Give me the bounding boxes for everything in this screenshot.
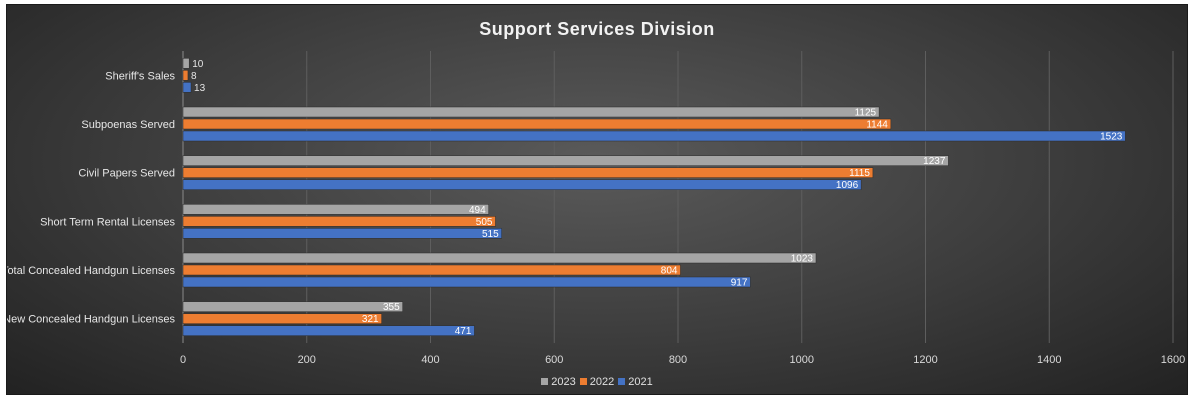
data-label: 1523: [1100, 132, 1123, 143]
legend-label: 2021: [628, 376, 653, 388]
bar-2022: [182, 167, 874, 178]
data-label: 917: [731, 278, 748, 289]
bar-2021: [182, 82, 192, 93]
data-label: 505: [476, 217, 493, 228]
category-label: Subpoenas Served: [81, 119, 175, 131]
data-label: 1096: [836, 180, 859, 191]
x-tick-label: 600: [545, 354, 563, 366]
data-label: 13: [194, 83, 206, 94]
x-tick-label: 1600: [1161, 354, 1185, 366]
x-tick-label: 1400: [1037, 354, 1061, 366]
legend-swatch: [618, 378, 626, 385]
category-label: Civil Papers Served: [78, 168, 175, 180]
legend-item-2022: 2022: [579, 376, 615, 388]
data-label: 8: [191, 71, 197, 82]
bar-2023: [182, 204, 489, 215]
bar-2023: [182, 106, 880, 118]
x-tick-label: 400: [421, 354, 439, 366]
x-tick-label: 1000: [790, 354, 814, 366]
chart-title: Support Services Division: [479, 19, 715, 39]
bar-2022: [182, 264, 681, 276]
category-label: Sheriff's Sales: [105, 70, 175, 82]
data-label: 1125: [855, 108, 877, 119]
legend-item-2021: 2021: [618, 376, 653, 388]
data-label: 804: [661, 266, 678, 277]
data-label: 1023: [791, 254, 814, 265]
data-label: 1144: [866, 120, 888, 131]
data-label: 355: [383, 302, 400, 313]
legend-swatch: [579, 378, 587, 385]
bar-2022: [182, 216, 496, 227]
bar-chart: 0 200 400 600 800 1000 1200 1400 1600 Sheriff's S…: [7, 51, 1185, 366]
data-label: 1115: [849, 168, 870, 179]
category-label: Short Term Rental Licenses: [40, 216, 175, 228]
legend-label: 2022: [589, 376, 615, 388]
bar-2022: [182, 313, 382, 324]
category-label: Total Concealed Handgun Licenses: [7, 265, 175, 277]
bar-2021: [182, 276, 751, 288]
x-tick-label: 200: [298, 354, 316, 366]
x-tick-label: 1200: [913, 354, 937, 366]
legend-label: 2023: [551, 376, 576, 388]
bar-2022: [182, 118, 892, 130]
x-tick-label: 800: [669, 354, 687, 366]
bar-2023: [182, 252, 817, 264]
data-label: 471: [455, 326, 472, 337]
data-label: 10: [192, 59, 204, 70]
legend-item-2023: 2023: [541, 376, 576, 388]
bar-2021: [182, 325, 475, 336]
bar-2021: [182, 179, 862, 190]
bar-2023: [182, 155, 949, 166]
bar-2023: [182, 301, 403, 312]
bar-2021: [182, 228, 502, 239]
data-label: 515: [482, 229, 499, 240]
legend: 2023 2022 2021: [7, 376, 1187, 388]
data-label: 494: [469, 205, 486, 216]
bar-2021: [182, 130, 1126, 142]
data-label: 1237: [923, 156, 946, 167]
legend-swatch: [541, 378, 549, 385]
bar-2022: [182, 70, 189, 81]
data-label: 321: [362, 314, 379, 325]
chart-panel: Support Services Division 0 200 400 600 800 1…: [6, 4, 1188, 395]
category-label: New Concealed Handgun Licenses: [7, 314, 175, 326]
x-tick-label: 0: [180, 354, 186, 366]
bar-2023: [182, 58, 190, 69]
